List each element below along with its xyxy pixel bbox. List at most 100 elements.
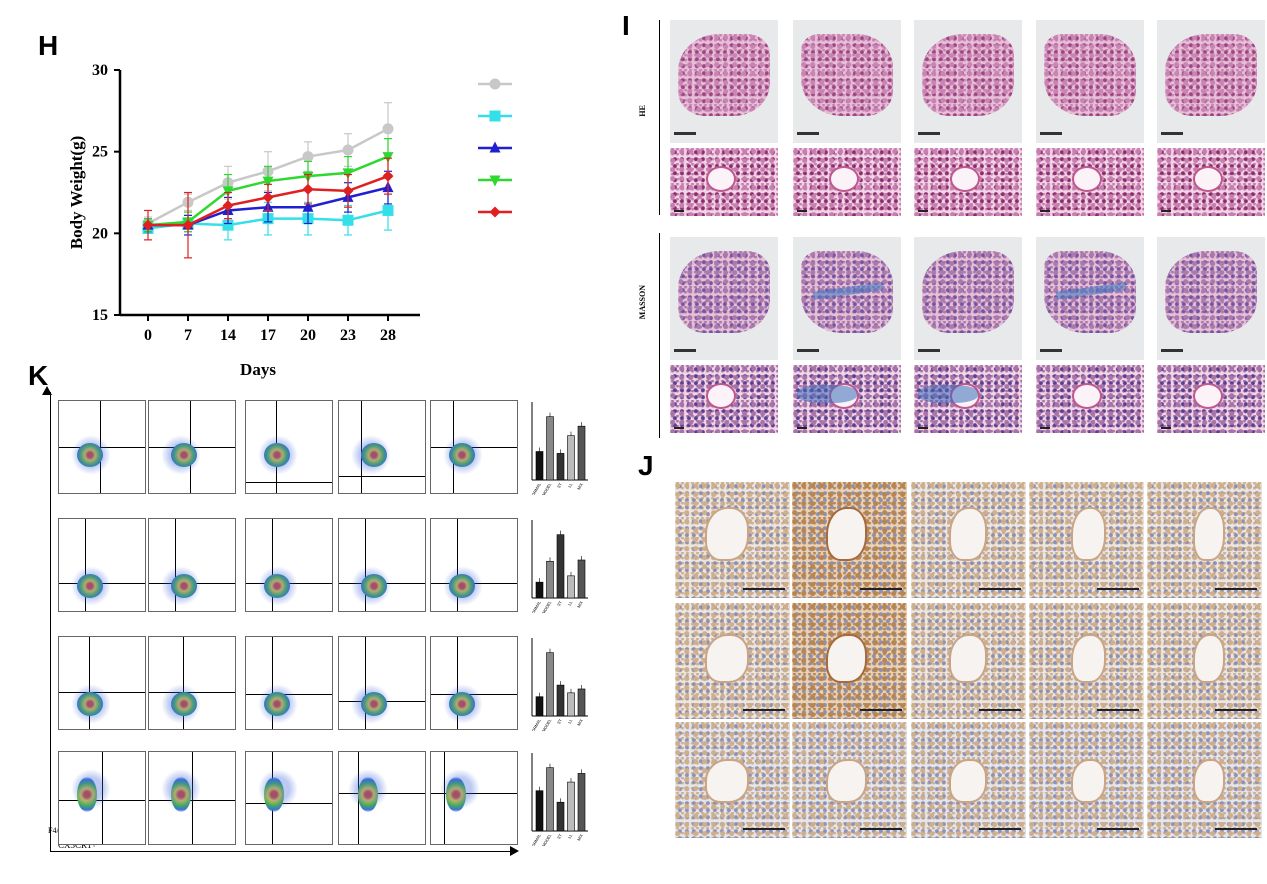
ihc-tile bbox=[675, 722, 790, 838]
gate-vertical bbox=[271, 519, 273, 611]
bar-category-label: MODEL bbox=[541, 717, 553, 731]
gate-horizontal bbox=[339, 793, 425, 795]
gate-horizontal bbox=[149, 799, 235, 801]
scale-bar bbox=[918, 132, 940, 135]
bar-category-label: MODEL bbox=[541, 832, 553, 846]
y-tick-label: 25 bbox=[92, 144, 108, 161]
tissue-section bbox=[1165, 251, 1257, 333]
gate-vertical bbox=[183, 637, 185, 729]
bar bbox=[535, 581, 544, 599]
bar-category-label: MIX bbox=[576, 833, 584, 842]
gate-horizontal bbox=[59, 692, 145, 694]
data-point bbox=[182, 219, 194, 231]
collagen-area bbox=[797, 385, 857, 403]
cell-population-halo bbox=[443, 435, 483, 475]
he-zoom-tile bbox=[1036, 148, 1144, 216]
cell-population bbox=[171, 443, 197, 467]
cell-population bbox=[77, 574, 103, 598]
panel-letter-i: I bbox=[622, 10, 630, 41]
cell-population bbox=[77, 692, 103, 716]
vessel-lumen bbox=[1071, 507, 1106, 561]
gate-vertical bbox=[192, 752, 193, 844]
scale-bar bbox=[1040, 210, 1050, 212]
flow-plot bbox=[338, 751, 426, 845]
body-weight-chart: 15 20 25 30 0 7 14 17 20 23 28 Days Body Weight(g) bbox=[67, 62, 420, 379]
scale-bar bbox=[797, 210, 807, 212]
panel-letter-h: H bbox=[38, 30, 59, 61]
scale-bar bbox=[674, 427, 684, 429]
airway-lumen bbox=[1072, 166, 1102, 192]
bar bbox=[535, 790, 544, 832]
gate-horizontal bbox=[149, 692, 235, 694]
mini-bar-chart: NORMAL MODEL ST LL MIX bbox=[529, 520, 588, 613]
vessel-lumen bbox=[705, 507, 749, 561]
gate-horizontal bbox=[431, 447, 517, 448]
flow-plot bbox=[245, 636, 333, 730]
cell-population-halo bbox=[258, 435, 298, 475]
scale-bar bbox=[674, 210, 684, 212]
flow-plot bbox=[58, 636, 146, 730]
scale-bar bbox=[979, 709, 1021, 711]
ihc-tile bbox=[911, 482, 1026, 598]
bar bbox=[567, 781, 575, 832]
bar-category-label: LL bbox=[567, 481, 574, 488]
legend-swatch bbox=[478, 141, 512, 153]
scale-bar bbox=[1215, 588, 1257, 590]
tissue-section bbox=[801, 34, 893, 116]
cell-population-halo bbox=[258, 769, 298, 809]
cell-population-halo bbox=[440, 769, 480, 809]
vessel-lumen bbox=[1071, 759, 1106, 803]
x-axis-label: Days bbox=[240, 360, 276, 379]
ihc-tile bbox=[911, 722, 1026, 838]
airway-lumen bbox=[706, 383, 736, 409]
he-overview-tile bbox=[793, 20, 901, 143]
cell-population bbox=[171, 692, 197, 716]
masson-overview-tile bbox=[914, 237, 1022, 360]
masson-overview-tile bbox=[1157, 237, 1265, 360]
gate-vertical bbox=[364, 637, 366, 729]
tissue-section bbox=[678, 34, 770, 116]
cell-population bbox=[361, 443, 387, 467]
scale-bar bbox=[797, 427, 807, 429]
vessel-lumen bbox=[705, 634, 749, 683]
cell-population bbox=[449, 692, 475, 716]
collagen-area bbox=[918, 385, 978, 403]
cell-population-halo bbox=[351, 684, 391, 724]
data-point bbox=[489, 141, 501, 153]
gate-vertical bbox=[174, 519, 176, 611]
bar-category-label: MIX bbox=[576, 718, 584, 727]
y-tick-label: 15 bbox=[92, 307, 108, 324]
bar-category-label: ST bbox=[556, 833, 563, 840]
ihc-tile bbox=[911, 603, 1026, 719]
bar bbox=[556, 453, 565, 481]
scale-bar bbox=[1161, 349, 1183, 352]
ihc-tile bbox=[1147, 722, 1262, 838]
bar-category-label: ST bbox=[556, 600, 563, 607]
ihc-tile bbox=[675, 482, 790, 598]
bar bbox=[546, 767, 554, 832]
k-y-axis bbox=[50, 392, 51, 852]
gate-vertical bbox=[443, 752, 445, 844]
bar-category-label: LL bbox=[567, 599, 574, 606]
cell-population bbox=[264, 692, 290, 716]
masson-zoom-tile bbox=[670, 365, 778, 433]
k-x-axis bbox=[50, 851, 512, 852]
bar bbox=[546, 652, 554, 717]
ihc-tile bbox=[1029, 722, 1144, 838]
airway-lumen bbox=[706, 166, 736, 192]
flow-plot bbox=[58, 518, 146, 612]
he-zoom-tile bbox=[793, 148, 901, 216]
bar bbox=[546, 560, 554, 599]
flow-plot bbox=[245, 751, 333, 845]
scale-bar bbox=[743, 588, 785, 590]
ihc-tile bbox=[1147, 603, 1262, 719]
vessel-lumen bbox=[949, 759, 987, 803]
cell-population-halo bbox=[71, 769, 111, 809]
cell-population-halo bbox=[161, 566, 201, 606]
data-point bbox=[222, 200, 234, 212]
data-point bbox=[382, 123, 394, 135]
bar bbox=[556, 684, 565, 717]
data-point bbox=[489, 206, 501, 218]
data-point bbox=[489, 78, 501, 90]
scale-bar bbox=[1097, 709, 1139, 711]
